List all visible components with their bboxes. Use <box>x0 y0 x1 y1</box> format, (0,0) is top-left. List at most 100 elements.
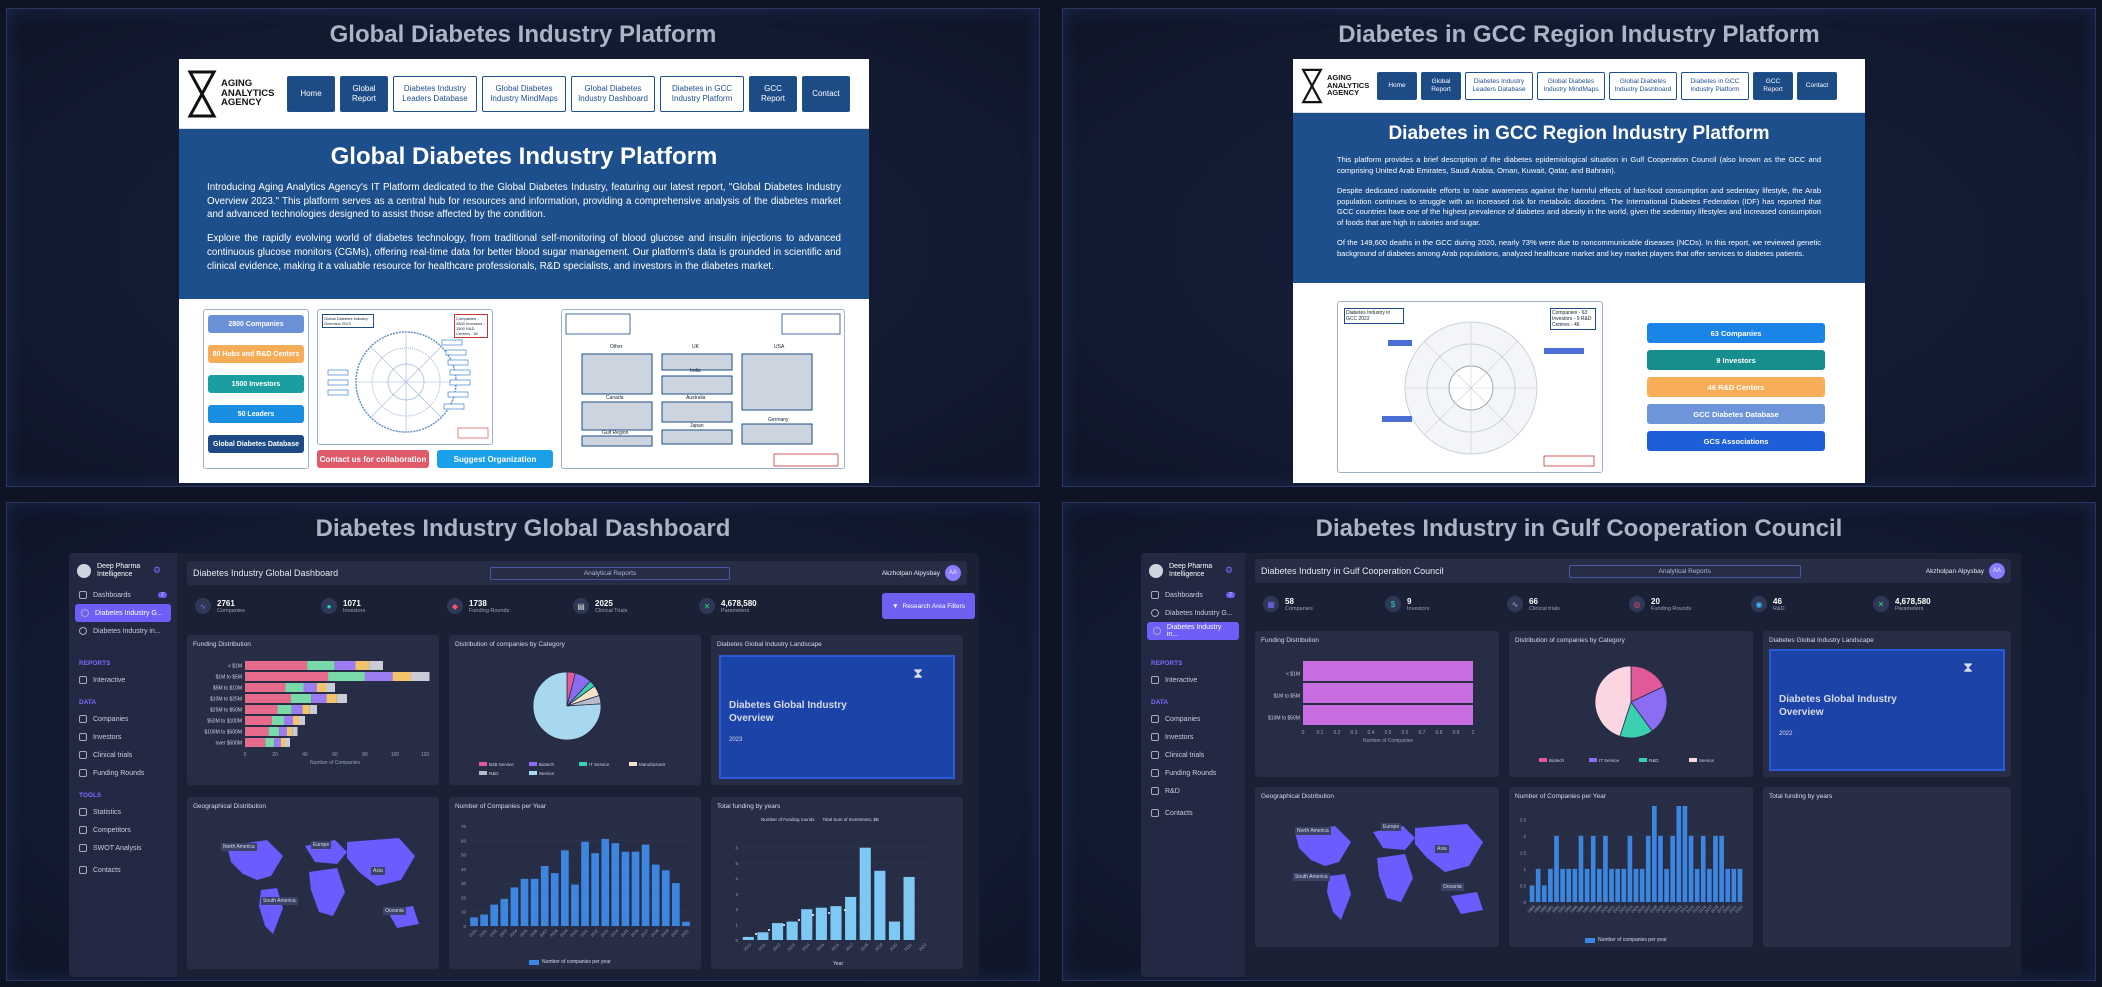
mindmap-graphic <box>327 331 489 439</box>
bar <box>771 923 784 940</box>
analytical-reports-tab[interactable]: Analytical Reports <box>489 566 730 580</box>
sidebar-item-global[interactable]: Diabetes Industry G... <box>75 604 171 623</box>
x-tick: 0 <box>244 752 247 758</box>
nav-global-report[interactable]: Global Report <box>1421 71 1461 100</box>
nav-gcc-report[interactable]: GCC Report <box>749 75 797 112</box>
region-label: Australia <box>686 395 706 401</box>
sidebar-investors[interactable]: Investors <box>1141 728 1245 746</box>
brand[interactable]: Deep Pharma Intelligence ⚙ <box>69 553 177 586</box>
brand[interactable]: Deep Pharma Intelligence ⚙ <box>1141 553 1245 586</box>
analytical-reports-tab[interactable]: Analytical Reports <box>1568 564 1801 578</box>
nav-dashboard[interactable]: Global Diabetes Industry Dashboard <box>571 75 655 112</box>
user-avatar[interactable]: AA <box>1988 563 2005 579</box>
sidebar-dashboards[interactable]: Dashboards 2 <box>1141 586 1245 604</box>
sidebar-rd[interactable]: R&D <box>1141 782 1245 800</box>
sidebar-funding[interactable]: Funding Rounds <box>69 764 177 782</box>
suggest-org-button[interactable]: Suggest Organization <box>437 450 553 468</box>
agency-logo[interactable]: AGING ANALYTICS AGENCY <box>1301 67 1373 105</box>
report-cover[interactable]: ⧗ Diabetes Global Industry Overview 2022 <box>1769 649 2005 771</box>
nav-mindmaps[interactable]: Global Diabetes Industry MindMaps <box>1537 71 1605 100</box>
sidebar-trials[interactable]: Clinical trials <box>69 746 177 764</box>
nav-mindmaps[interactable]: Global Diabetes Industry MindMaps <box>482 75 566 112</box>
nav-gcc-report[interactable]: GCC Report <box>1753 71 1793 100</box>
user-icon: ● <box>321 598 337 614</box>
flask-icon <box>1151 787 1159 796</box>
nav-gcc-platform[interactable]: Diabetes in GCC Industry Platform <box>1681 71 1749 100</box>
chart-legend: Number of companies per year <box>1585 937 1667 943</box>
card-geographical: Geographical Distribution North America … <box>1255 787 1499 947</box>
pulse-icon <box>1151 751 1159 760</box>
gcc-mindmap-image[interactable]: Diabetes Industry in GCC 2022 Companies … <box>1337 301 1603 473</box>
sidebar-swot[interactable]: SWOT Analysis <box>69 839 177 857</box>
bar <box>1303 683 1473 703</box>
map-label: North America <box>221 843 257 851</box>
sidebar-item-gcc[interactable]: Diabetes Industry in... <box>1147 622 1239 641</box>
pill-investors[interactable]: 1500 Investors <box>208 375 304 393</box>
sidebar-trials[interactable]: Clinical trials <box>1141 746 1245 764</box>
landscape-map-image[interactable]: Other UK USA India Canada Australia Gulf… <box>561 309 845 469</box>
section-data: DATA <box>1151 699 1169 707</box>
settings-gear-icon[interactable]: ⚙ <box>153 565 162 576</box>
home-icon <box>79 591 87 600</box>
card-title: Funding Distribution <box>193 641 251 648</box>
legend-swatch <box>579 762 587 766</box>
legend-label: Manufacturer <box>639 762 666 767</box>
x-tick: 2008 <box>1648 903 1658 913</box>
hero-section: Global Diabetes Industry Platform Introd… <box>179 129 869 299</box>
nav-leaders-database[interactable]: Diabetes Industry Leaders Database <box>1465 71 1533 100</box>
card-landscape-report[interactable]: Diabetes Global Industry Landscape ⧗ Dia… <box>1763 631 2011 777</box>
nav-global-report[interactable]: Global Report <box>340 75 388 112</box>
pill-database[interactable]: Global Diabetes Database <box>208 435 304 453</box>
pill-hubs[interactable]: 80 Hubs and R&D Centers <box>208 345 304 363</box>
pill-companies[interactable]: 63 Companies <box>1647 323 1825 343</box>
sidebar-companies[interactable]: Companies <box>1141 710 1245 728</box>
card-landscape-report[interactable]: Diabetes Global Industry Landscape ⧗ Dia… <box>711 635 963 785</box>
sidebar-dashboards[interactable]: Dashboards 2 <box>69 586 177 604</box>
x-tick: 2022 <box>918 941 928 951</box>
mindmap-image[interactable]: Global Diabetes Industry Overview 2023 C… <box>317 309 493 445</box>
research-filter-button[interactable]: ▼ Research Area Filters <box>882 593 975 619</box>
bar-segment <box>245 738 266 747</box>
sidebar-contacts[interactable]: Contacts <box>1141 804 1245 822</box>
nav-dashboard[interactable]: Global Diabetes Industry Dashboard <box>1609 71 1677 100</box>
nav-home[interactable]: Home <box>287 75 335 112</box>
stat-value: 46 <box>1773 596 1782 606</box>
sidebar-interactive[interactable]: Interactive <box>1141 671 1245 689</box>
sidebar-item-gcc[interactable]: Diabetes Industry in... <box>69 622 177 640</box>
y-tick: 4 <box>735 876 738 881</box>
user-avatar[interactable]: AA <box>945 565 961 581</box>
sidebar-investors[interactable]: Investors <box>69 728 177 746</box>
region-label: Other <box>610 344 623 350</box>
nav-contact[interactable]: Contact <box>1797 71 1837 100</box>
report-cover[interactable]: ⧗ Diabetes Global Industry Overview 2023 <box>719 655 955 779</box>
content-section: 2800 Companies 80 Hubs and R&D Centers 1… <box>179 299 869 483</box>
sidebar-contacts[interactable]: Contacts <box>69 861 177 879</box>
card-companies-per-year: Number of Companies per Year 0 0.5 1 1.5 2 2.… <box>1509 787 1753 947</box>
sidebar-companies[interactable]: Companies <box>69 710 177 728</box>
x-tick: 0.7 <box>1419 730 1426 736</box>
nav-gcc-platform[interactable]: Diabetes in GCC Industry Platform <box>660 75 744 112</box>
nav-home[interactable]: Home <box>1377 71 1417 100</box>
sidebar-item-global[interactable]: Diabetes Industry G... <box>1141 604 1245 622</box>
map-label: Europe <box>311 841 332 849</box>
agency-logo[interactable]: AGING ANALYTICS AGENCY <box>187 70 282 118</box>
bar <box>1737 868 1743 902</box>
sidebar-label: Clinical trials <box>93 751 133 759</box>
x-tick: 2011 <box>757 942 767 952</box>
pill-companies[interactable]: 2800 Companies <box>208 315 304 333</box>
sidebar-interactive[interactable]: Interactive <box>69 671 177 689</box>
settings-gear-icon[interactable]: ⚙ <box>1225 565 1234 576</box>
pill-leaders[interactable]: 50 Leaders <box>208 405 304 423</box>
bar-segment <box>279 727 287 736</box>
contact-collab-button[interactable]: Contact us for collaboration <box>317 450 429 468</box>
nav-leaders-database[interactable]: Diabetes Industry Leaders Database <box>393 75 477 112</box>
sidebar-funding[interactable]: Funding Rounds <box>1141 764 1245 782</box>
sidebar-competitors[interactable]: Competitors <box>69 821 177 839</box>
sidebar-statistics[interactable]: Statistics <box>69 803 177 821</box>
pill-gcc-database[interactable]: GCC Diabetes Database <box>1647 404 1825 424</box>
pill-rd-centers[interactable]: 46 R&D Centers <box>1647 377 1825 397</box>
nav-contact[interactable]: Contact <box>802 75 850 112</box>
pill-gcs-associations[interactable]: GCS Associations <box>1647 431 1825 451</box>
x-tick: 2005 <box>1630 903 1640 913</box>
pill-investors[interactable]: 9 Investors <box>1647 350 1825 370</box>
